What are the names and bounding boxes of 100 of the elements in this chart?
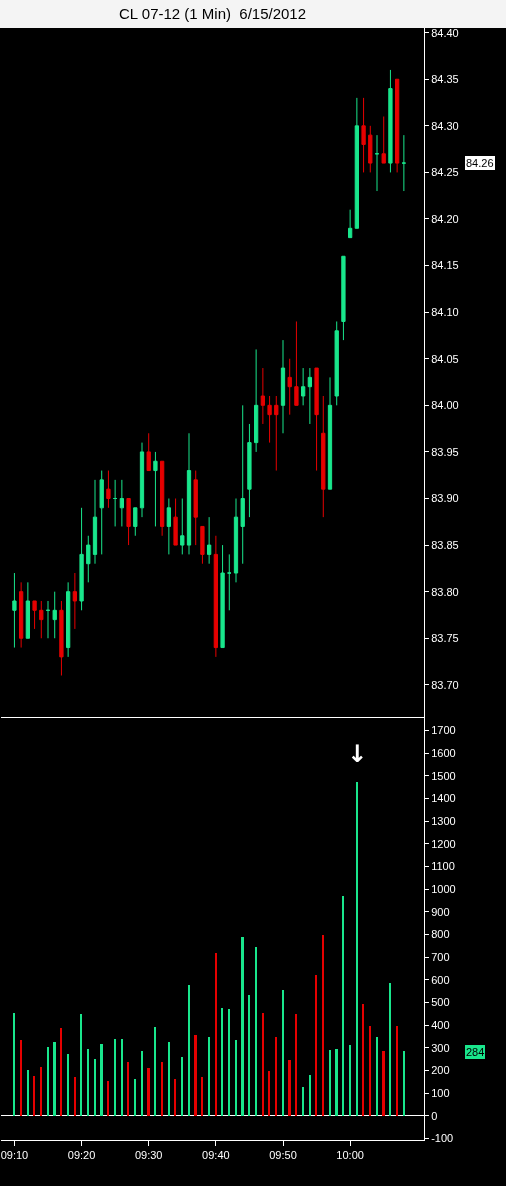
bar <box>396 1026 398 1117</box>
candlestick <box>173 498 178 546</box>
bar <box>168 1042 170 1117</box>
candlestick <box>25 581 30 639</box>
bar <box>47 1047 49 1117</box>
candlestick <box>233 498 239 583</box>
y-tick-label: 83.80 <box>431 585 459 598</box>
bar <box>295 1014 297 1117</box>
bar <box>154 1027 156 1117</box>
bar <box>53 1042 56 1117</box>
candlestick <box>106 470 111 509</box>
bar <box>147 1068 150 1117</box>
bar <box>376 1037 378 1117</box>
candlestick <box>180 498 185 555</box>
bar <box>208 1037 210 1117</box>
candlestick <box>213 535 218 658</box>
y-tick-label: 1200 <box>431 837 456 850</box>
y-tick-label: 600 <box>431 973 450 986</box>
y-tick-label: 300 <box>431 1041 450 1054</box>
bar <box>262 1013 264 1117</box>
y-tick-label: 1300 <box>431 814 456 827</box>
x-tick-label: 09:10 <box>0 1149 29 1162</box>
bar <box>342 896 344 1117</box>
candlestick <box>395 78 400 173</box>
bar <box>27 1070 29 1117</box>
candlestick <box>401 134 406 192</box>
candlestick <box>240 404 245 565</box>
bar <box>248 995 250 1117</box>
candlestick <box>354 97 359 229</box>
candlestick <box>207 516 212 565</box>
candlestick <box>200 525 205 565</box>
candlestick <box>72 572 77 630</box>
candlestick <box>12 572 17 649</box>
y-tick-label: 84.35 <box>431 73 459 86</box>
bar <box>33 1076 35 1117</box>
candlestick <box>59 600 64 677</box>
candlestick <box>193 470 198 546</box>
y-tick-label: 100 <box>431 1087 450 1100</box>
y-tick-label: 83.90 <box>431 492 459 505</box>
candlestick <box>186 432 192 555</box>
candlestick <box>113 479 118 527</box>
bar <box>288 1060 291 1117</box>
candlestick <box>166 498 171 555</box>
candlestick <box>294 320 299 406</box>
candlestick <box>19 581 24 649</box>
y-tick-label: 84.25 <box>431 166 459 179</box>
bar <box>335 1049 338 1117</box>
bar <box>403 1051 405 1117</box>
x-tick-label: 09:20 <box>67 1149 96 1162</box>
y-tick-label: 83.85 <box>431 538 459 551</box>
candlestick <box>307 367 312 425</box>
candlestick <box>79 507 84 611</box>
bar <box>67 1054 69 1117</box>
bar <box>362 1004 364 1117</box>
bar <box>228 1009 230 1117</box>
candlestick <box>327 376 333 490</box>
y-tick-label: 1500 <box>431 769 456 782</box>
candlestick <box>247 423 252 518</box>
candlestick <box>314 367 319 472</box>
y-tick-label: 800 <box>431 928 450 941</box>
bar <box>315 975 317 1117</box>
y-tick-label: 900 <box>431 905 450 918</box>
candlestick <box>153 451 158 527</box>
candlestick <box>321 395 326 518</box>
bar <box>87 1049 89 1117</box>
annotation: ↓ <box>347 740 368 768</box>
y-tick-label: 1000 <box>431 882 456 895</box>
candlestick <box>301 367 306 406</box>
candlestick <box>341 255 346 341</box>
bar <box>322 935 324 1117</box>
y-tick-label: 84.40 <box>431 26 459 39</box>
y-tick-label: 83.75 <box>431 632 459 645</box>
candlestick <box>227 553 232 611</box>
x-tick-label: 09:40 <box>202 1149 230 1162</box>
bar <box>40 1067 42 1117</box>
bar <box>329 1050 331 1117</box>
bar <box>134 1079 136 1117</box>
chart-title: CL 07-12 (1 Min) 6/15/2012 <box>119 5 307 22</box>
y-tick-label: 1400 <box>431 792 456 805</box>
bar <box>121 1039 123 1117</box>
bar <box>20 1040 22 1117</box>
bar <box>181 1057 183 1117</box>
candlestick <box>267 395 272 444</box>
bar <box>114 1039 116 1117</box>
y-tick-label: 1700 <box>431 724 456 737</box>
text: 284 <box>466 1046 485 1058</box>
text: 84.26 <box>466 157 494 169</box>
y-tick-label: 84.20 <box>431 212 459 225</box>
bar <box>127 1062 129 1117</box>
bar <box>268 1071 270 1117</box>
y-tick-label: 200 <box>431 1064 450 1077</box>
candlestick <box>348 209 353 239</box>
candlestick <box>334 320 339 406</box>
y-tick-label: 84.30 <box>431 119 459 132</box>
candlestick <box>66 581 71 658</box>
bar <box>194 1035 197 1117</box>
bar <box>302 1087 304 1117</box>
candlestick <box>220 544 225 649</box>
y-tick-label: 83.70 <box>431 678 459 691</box>
bar <box>349 1045 351 1117</box>
